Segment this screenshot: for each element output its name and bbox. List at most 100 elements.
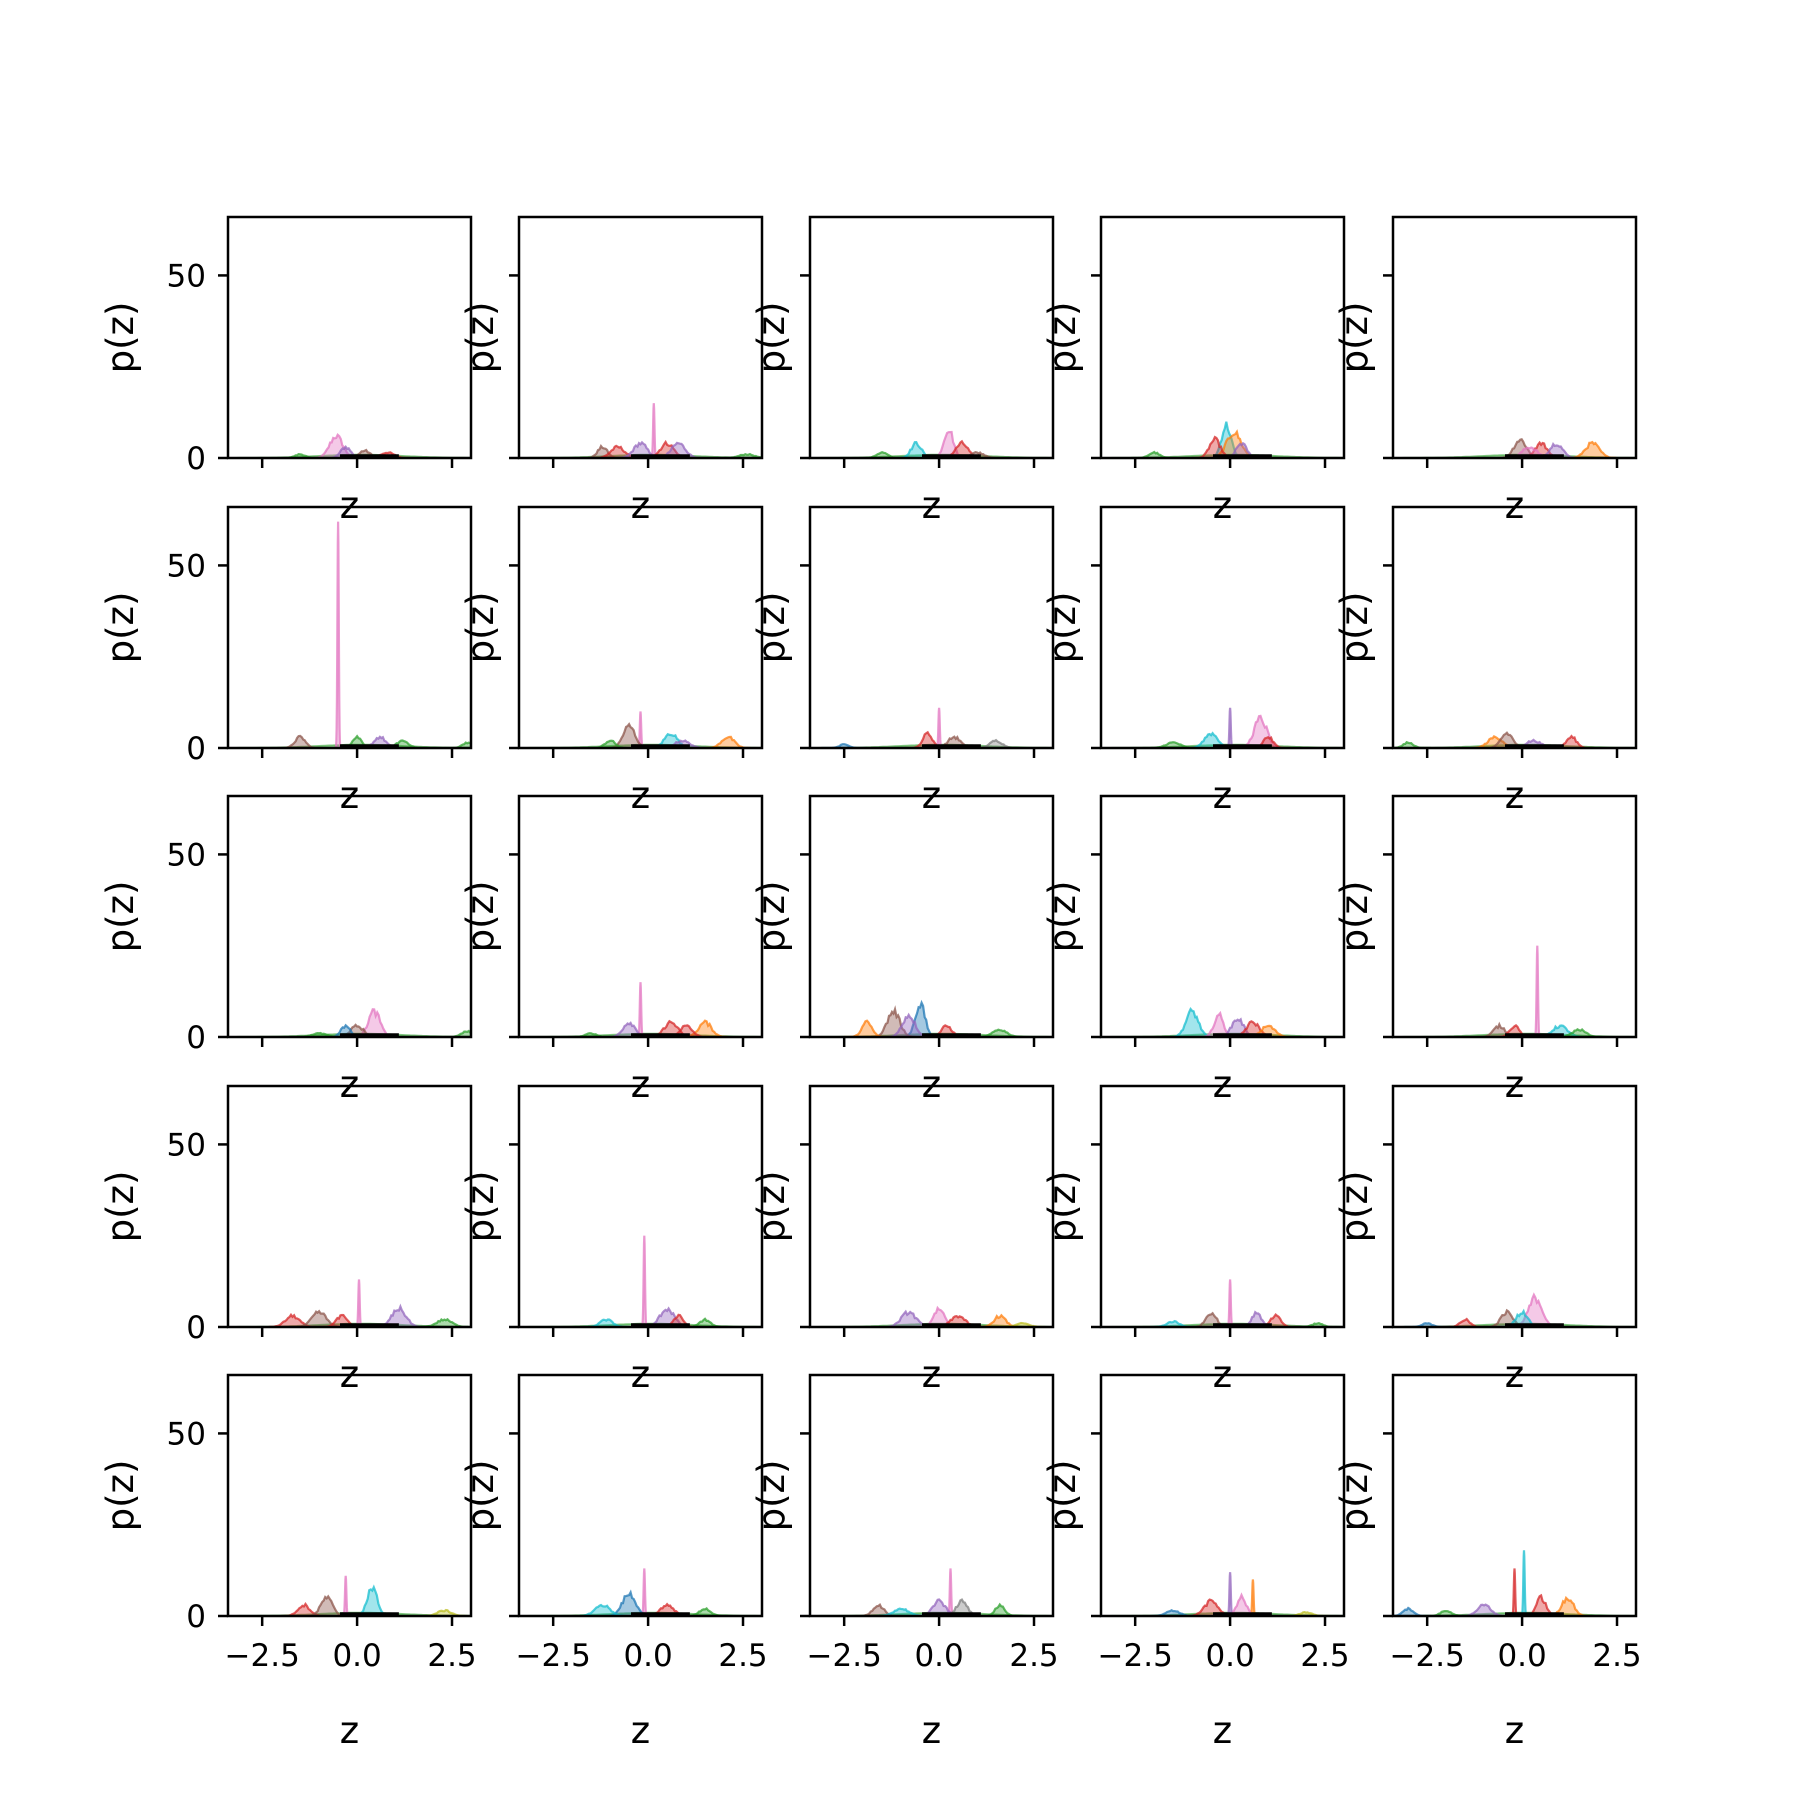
y-axis-label: p(z)	[1041, 1171, 1084, 1243]
density-peak	[639, 1235, 649, 1327]
density-peak	[333, 521, 343, 748]
x-tick-label: −2.5	[807, 1638, 882, 1674]
density-curves	[228, 1279, 471, 1327]
density-peak	[934, 707, 944, 748]
y-tick-label: 50	[167, 1127, 206, 1163]
density-curves	[519, 711, 762, 748]
axes-frame	[1099, 794, 1346, 1039]
x-axis-label: z	[922, 484, 941, 527]
subplot-4-5: zp(z)	[1333, 1084, 1638, 1396]
density-curves	[1393, 1292, 1636, 1327]
x-tick-label: −2.5	[225, 1638, 300, 1674]
y-axis-label: p(z)	[459, 592, 502, 664]
axes-frame	[1391, 794, 1638, 1039]
y-axis-label: p(z)	[750, 881, 793, 953]
axes-frame	[1099, 1373, 1346, 1618]
subplot-1-2: z p(z)	[459, 215, 764, 527]
axes-frame	[1099, 505, 1346, 750]
density-peak	[649, 403, 659, 458]
y-axis-label: p(z)	[1333, 881, 1376, 953]
density-peak	[341, 1575, 351, 1616]
axes-frame	[226, 505, 473, 750]
subplot-3-3: z p(z)	[750, 794, 1055, 1106]
subplot-2-3: zp(z)	[750, 505, 1055, 817]
x-axis-label: z	[340, 1709, 359, 1752]
axes-frame	[226, 1084, 473, 1329]
density-peak	[1169, 1006, 1215, 1037]
density-curves	[810, 1305, 1053, 1327]
density-curves	[810, 1568, 1053, 1616]
axes-frame	[808, 1373, 1055, 1618]
y-axis-label: p(z)	[459, 302, 502, 374]
y-axis-label: p(z)	[1041, 302, 1084, 374]
density-peak	[635, 711, 646, 748]
x-tick-label: 0.0	[1205, 1638, 1254, 1674]
subplot-5-5: −2.5 0.0 2.5 z p(z)	[1333, 1373, 1642, 1752]
subplot-1-1: 0 50 z p(z)	[99, 215, 473, 527]
density-peak	[639, 1568, 649, 1616]
subplot-3-4: z p(z)	[1041, 794, 1346, 1106]
density-curves	[1101, 707, 1344, 748]
y-axis-label: p(z)	[750, 1460, 793, 1532]
x-tick-label: 0.0	[1497, 1638, 1546, 1674]
density-curves	[228, 1008, 471, 1037]
x-axis-label: z	[631, 484, 650, 527]
x-tick-label: 2.5	[1300, 1638, 1349, 1674]
axes-frame	[808, 794, 1055, 1039]
x-axis-label: z	[340, 484, 359, 527]
axes-frame	[517, 794, 764, 1039]
density-curves	[228, 521, 471, 748]
density-curves	[228, 1575, 471, 1616]
y-tick-label: 0	[186, 441, 206, 477]
x-tick-label: 0.0	[332, 1638, 381, 1674]
y-tick-label: 50	[167, 258, 206, 294]
x-axis-label: z	[1213, 484, 1232, 527]
density-curves	[1101, 1279, 1344, 1327]
x-tick-label: −2.5	[516, 1638, 591, 1674]
subplot-4-2: zp(z)	[459, 1084, 764, 1396]
x-axis-label: z	[1505, 484, 1524, 527]
axes-frame	[1391, 1084, 1638, 1329]
y-tick-label: 50	[167, 1416, 206, 1452]
y-tick-label: 50	[167, 548, 206, 584]
density-curves	[519, 403, 762, 458]
subplot-5-4: −2.5 0.0 2.5 z p(z)	[1041, 1373, 1350, 1752]
axes-frame	[226, 1373, 473, 1618]
density-curves	[810, 999, 1053, 1037]
axes-frame	[1099, 215, 1346, 460]
y-axis-label: p(z)	[750, 1171, 793, 1243]
y-axis-label: p(z)	[1333, 592, 1376, 664]
density-curves	[519, 1235, 762, 1327]
x-axis-label: z	[922, 1063, 941, 1106]
axes-frame	[1391, 215, 1638, 460]
subplot-2-2: zp(z)	[459, 505, 764, 817]
y-axis-label: p(z)	[459, 881, 502, 953]
x-axis-label: z	[1505, 1709, 1524, 1752]
x-tick-label: 2.5	[1009, 1638, 1058, 1674]
axes-frame	[226, 794, 473, 1039]
y-axis-label: p(z)	[459, 1460, 502, 1532]
axes-frame	[808, 505, 1055, 750]
axes-frame	[226, 215, 473, 460]
y-tick-label: 0	[186, 731, 206, 767]
axes-frame	[808, 1084, 1055, 1329]
y-axis-label: p(z)	[1333, 1171, 1376, 1243]
density-peak	[1225, 707, 1235, 748]
x-axis-label: z	[1213, 1063, 1232, 1106]
subplot-2-4: zp(z)	[1041, 505, 1346, 817]
x-tick-label: 2.5	[427, 1638, 476, 1674]
density-peak	[821, 743, 867, 748]
y-tick-label: 50	[167, 837, 206, 873]
y-axis-label: p(z)	[459, 1171, 502, 1243]
density-peak	[349, 1584, 396, 1616]
axes-frame	[517, 1084, 764, 1329]
density-peak	[1509, 1568, 1520, 1616]
axes-frame	[1391, 505, 1638, 750]
x-axis-label: z	[631, 1063, 650, 1106]
subplot-4-4: zp(z)	[1041, 1084, 1346, 1396]
y-axis-label: p(z)	[99, 302, 142, 374]
x-axis-label: z	[1505, 1063, 1524, 1106]
y-axis-label: p(z)	[1333, 302, 1376, 374]
